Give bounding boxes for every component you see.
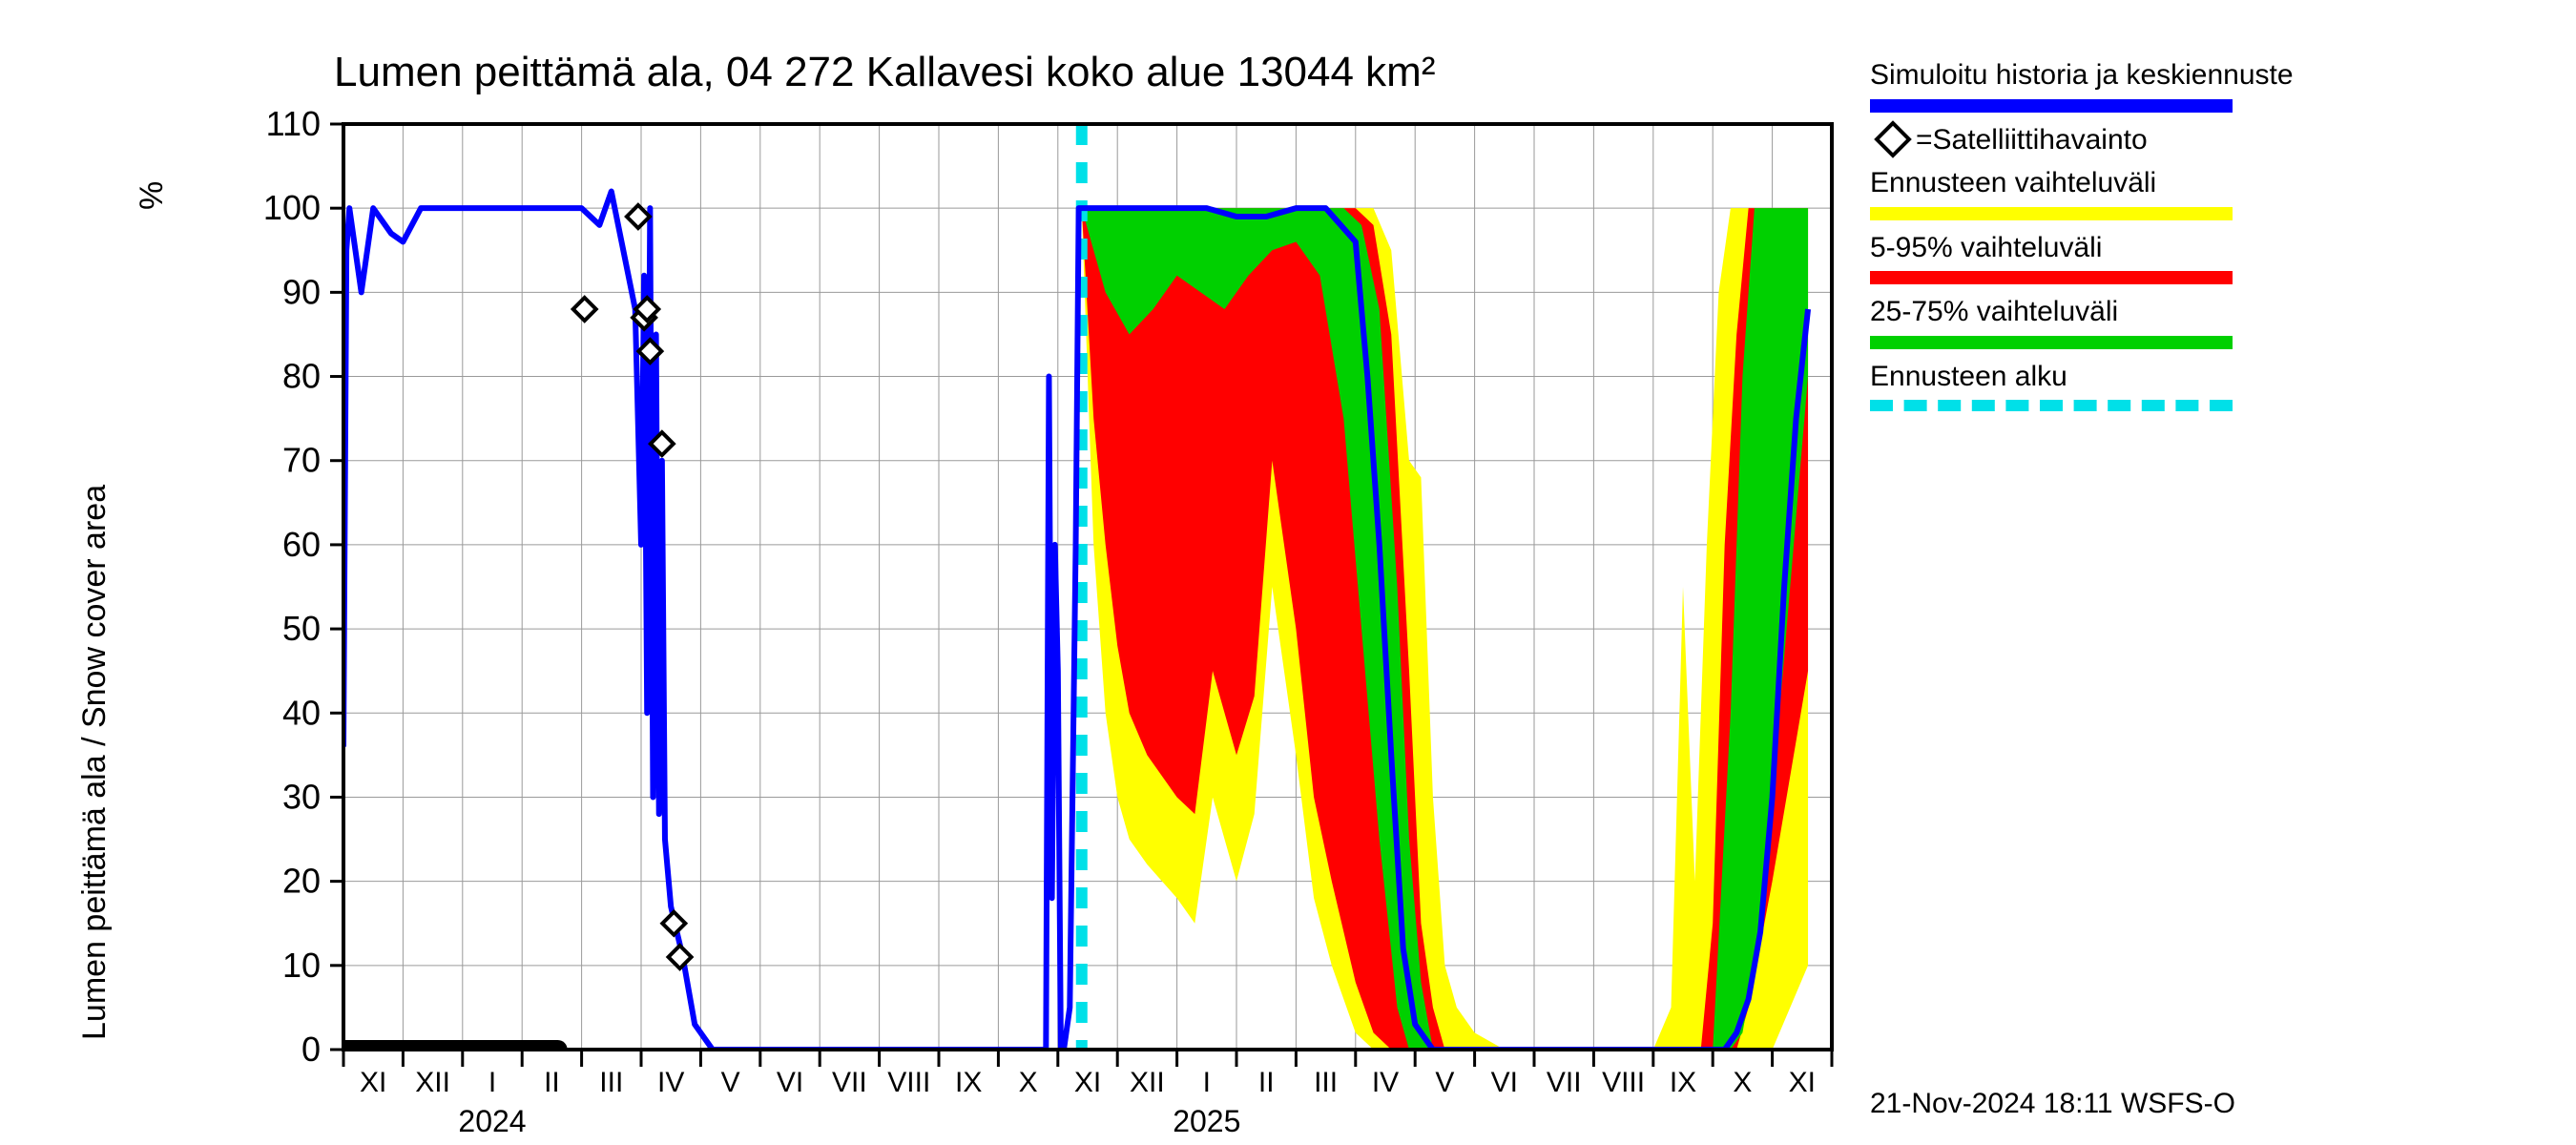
legend-red-swatch [1870,271,2233,284]
svg-text:IX: IX [1670,1067,1696,1098]
svg-text:XI: XI [1789,1067,1816,1098]
svg-text:70: 70 [282,441,321,480]
legend: Simuloitu historia ja keskiennuste =Sate… [1870,57,2294,421]
svg-text:VI: VI [777,1067,803,1098]
legend-sat-row: =Satelliittihavainto [1870,122,2294,158]
legend-green-swatch [1870,336,2233,349]
svg-text:XI: XI [1074,1067,1101,1098]
svg-text:VII: VII [832,1067,867,1098]
svg-text:XI: XI [360,1067,386,1098]
svg-text:VIII: VIII [1602,1067,1645,1098]
y-axis-unit: % [134,181,171,210]
svg-text:III: III [599,1067,623,1098]
svg-text:10: 10 [282,946,321,985]
legend-yellow-label: Ennusteen vaihteluväli [1870,165,2294,201]
svg-text:0: 0 [301,1030,321,1069]
svg-text:II: II [1258,1067,1275,1098]
diamond-icon [1874,120,1912,158]
svg-text:X: X [1733,1067,1752,1098]
svg-text:VI: VI [1491,1067,1518,1098]
legend-forecast-swatch [1870,400,2233,411]
legend-sim-swatch [1870,99,2233,113]
svg-text:III: III [1314,1067,1338,1098]
y-axis-label: Lumen peittämä ala / Snow cover area [76,485,114,1040]
footer-text: 21-Nov-2024 18:11 WSFS-O [1870,1088,2235,1120]
legend-red-label: 5-95% vaihteluväli [1870,230,2294,266]
svg-text:2024: 2024 [458,1104,526,1138]
svg-text:IV: IV [1372,1067,1399,1098]
legend-sim-label: Simuloitu historia ja keskiennuste [1870,57,2294,94]
svg-text:40: 40 [282,693,321,732]
svg-text:100: 100 [263,188,321,227]
svg-text:I: I [488,1067,496,1098]
svg-text:50: 50 [282,609,321,648]
svg-text:VII: VII [1547,1067,1582,1098]
svg-text:V: V [721,1067,740,1098]
svg-text:90: 90 [282,272,321,311]
svg-text:IV: IV [657,1067,684,1098]
svg-text:II: II [544,1067,560,1098]
svg-text:XII: XII [1130,1067,1165,1098]
svg-text:60: 60 [282,525,321,564]
svg-text:30: 30 [282,777,321,816]
svg-text:X: X [1019,1067,1038,1098]
legend-forecast-label: Ennusteen alku [1870,359,2294,395]
chart-stage: Lumen peittämä ala, 04 272 Kallavesi kok… [0,0,2576,1145]
svg-text:Lumen peittämä ala, 04 272 Kal: Lumen peittämä ala, 04 272 Kallavesi kok… [334,49,1435,95]
svg-text:20: 20 [282,862,321,901]
svg-text:2025: 2025 [1173,1104,1240,1138]
svg-text:IX: IX [955,1067,982,1098]
svg-text:VIII: VIII [887,1067,930,1098]
legend-sat-label: =Satelliittihavainto [1916,122,2148,158]
legend-yellow-swatch [1870,207,2233,220]
legend-green-label: 25-75% vaihteluväli [1870,294,2294,330]
svg-text:XII: XII [415,1067,450,1098]
svg-text:80: 80 [282,357,321,396]
svg-text:I: I [1203,1067,1211,1098]
svg-text:V: V [1435,1067,1454,1098]
svg-text:110: 110 [266,104,321,143]
